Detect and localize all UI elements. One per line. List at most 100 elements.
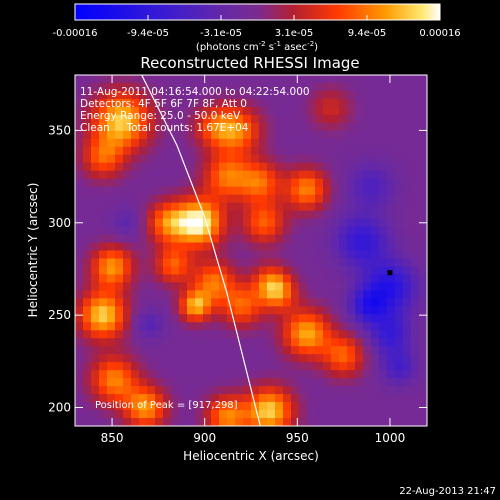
heatmap-cell: [211, 170, 220, 180]
heatmap-cell: [355, 194, 364, 204]
heatmap-cell: [411, 346, 420, 355]
heatmap-cell: [99, 418, 108, 426]
heatmap-cell: [91, 114, 100, 124]
heatmap-cell: [75, 122, 84, 132]
heatmap-cell: [187, 338, 196, 347]
heatmap-cell: [291, 82, 300, 92]
heatmap-cell: [179, 402, 188, 411]
heatmap-cell: [131, 314, 140, 323]
heatmap-cell: [339, 106, 348, 116]
heatmap-cell: [187, 394, 196, 403]
heatmap-cell: [107, 362, 116, 371]
heatmap-cell: [243, 122, 252, 132]
heatmap-cell: [267, 178, 276, 188]
heatmap-cell: [259, 330, 268, 339]
heatmap-cell: [387, 362, 396, 371]
heatmap-cell: [299, 218, 308, 228]
heatmap-cell: [179, 378, 188, 387]
heatmap-cell: [155, 98, 164, 108]
heatmap-cell: [211, 362, 220, 371]
heatmap-cell: [131, 370, 140, 379]
heatmap-cell: [155, 242, 164, 252]
heatmap-cell: [99, 298, 108, 307]
heatmap-cell: [395, 170, 404, 180]
heatmap-cell: [131, 250, 140, 260]
heatmap-cell: [91, 378, 100, 387]
heatmap-cell: [155, 186, 164, 196]
heatmap-cell: [275, 226, 284, 236]
heatmap-cell: [227, 162, 236, 172]
heatmap-cell: [99, 186, 108, 196]
heatmap-cell: [83, 338, 92, 347]
heatmap-cell: [259, 98, 268, 108]
heatmap-cell: [363, 346, 372, 355]
heatmap-cell: [155, 202, 164, 212]
heatmap-cell: [379, 146, 388, 156]
heatmap-cell: [123, 226, 132, 236]
heatmap-cell: [251, 250, 260, 260]
heatmap-cell: [283, 378, 292, 387]
heatmap-cell: [179, 266, 188, 276]
heatmap-cell: [363, 330, 372, 339]
heatmap-cell: [339, 146, 348, 156]
heatmap-cell: [195, 106, 204, 116]
heatmap-cell: [155, 130, 164, 140]
heatmap-cell: [283, 178, 292, 188]
heatmap-cell: [123, 394, 132, 403]
heatmap-cell: [211, 378, 220, 387]
heatmap-cell: [243, 75, 252, 84]
heatmap-cell: [395, 130, 404, 140]
heatmap-cell: [315, 122, 324, 132]
heatmap-cell: [75, 362, 84, 371]
heatmap-cell: [251, 98, 260, 108]
heatmap-cell: [331, 290, 340, 299]
heatmap-cell: [363, 418, 372, 426]
heatmap-cell: [275, 298, 284, 307]
heatmap-cell: [147, 194, 156, 204]
heatmap-cell: [355, 258, 364, 268]
heatmap-cell: [251, 394, 260, 403]
heatmap-cell: [99, 402, 108, 411]
heatmap-cell: [419, 75, 427, 84]
heatmap-cell: [299, 98, 308, 108]
heatmap-cell: [267, 354, 276, 363]
heatmap-cell: [139, 282, 148, 291]
heatmap-cell: [187, 210, 196, 220]
heatmap-cell: [219, 138, 228, 148]
heatmap-cell: [195, 322, 204, 331]
heatmap-cell: [227, 314, 236, 323]
heatmap-cell: [275, 402, 284, 411]
heatmap-cell: [259, 234, 268, 244]
heatmap-cell: [307, 242, 316, 252]
heatmap-cell: [235, 90, 244, 100]
heatmap-cell: [403, 370, 412, 379]
heatmap-cell: [315, 106, 324, 116]
heatmap-cell: [323, 186, 332, 196]
heatmap-cell: [83, 402, 92, 411]
heatmap-cell: [419, 106, 427, 116]
heatmap-cell: [163, 322, 172, 331]
heatmap-cell: [347, 370, 356, 379]
heatmap-cell: [203, 90, 212, 100]
heatmap-cell: [267, 250, 276, 260]
heatmap-cell: [371, 322, 380, 331]
heatmap-cell: [139, 154, 148, 164]
heatmap-cell: [403, 402, 412, 411]
heatmap-cell: [115, 178, 124, 188]
heatmap-cell: [419, 370, 427, 379]
heatmap-cell: [107, 354, 116, 363]
heatmap-cell: [419, 354, 427, 363]
heatmap-cell: [411, 242, 420, 252]
heatmap-cell: [171, 170, 180, 180]
heatmap-cell: [267, 290, 276, 299]
heatmap-cell: [107, 322, 116, 331]
heatmap-cell: [419, 266, 427, 276]
heatmap-cell: [403, 274, 412, 284]
heatmap-cell: [211, 178, 220, 188]
heatmap-cell: [243, 266, 252, 276]
heatmap-cell: [155, 218, 164, 228]
heatmap-cell: [315, 370, 324, 379]
heatmap-cell: [347, 346, 356, 355]
heatmap-cell: [139, 362, 148, 371]
heatmap-cell: [411, 234, 420, 244]
